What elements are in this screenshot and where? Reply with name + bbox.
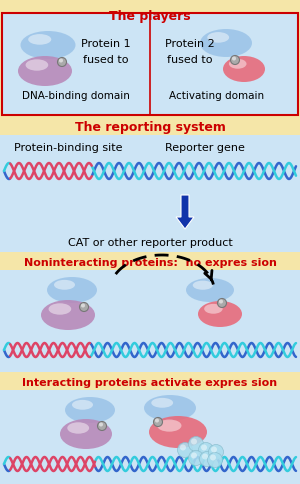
FancyBboxPatch shape	[0, 390, 300, 484]
Circle shape	[201, 445, 207, 451]
Ellipse shape	[229, 60, 247, 70]
FancyBboxPatch shape	[2, 14, 298, 116]
Ellipse shape	[157, 420, 182, 432]
Ellipse shape	[54, 280, 75, 290]
Ellipse shape	[28, 35, 51, 45]
Circle shape	[98, 422, 106, 431]
Text: Noninteracting proteins:  no expres sion: Noninteracting proteins: no expres sion	[24, 257, 276, 268]
Ellipse shape	[144, 395, 196, 421]
Ellipse shape	[193, 281, 213, 290]
Ellipse shape	[41, 301, 95, 330]
Circle shape	[99, 423, 103, 426]
Text: Reporter gene: Reporter gene	[165, 143, 245, 152]
Ellipse shape	[18, 57, 72, 87]
Ellipse shape	[49, 303, 71, 315]
Circle shape	[191, 439, 197, 445]
Text: fused to: fused to	[167, 55, 213, 65]
FancyBboxPatch shape	[0, 372, 300, 484]
Circle shape	[58, 59, 67, 67]
Text: Protein-binding site: Protein-binding site	[14, 143, 122, 152]
Ellipse shape	[149, 416, 207, 448]
Text: Protein 2: Protein 2	[165, 39, 215, 49]
Circle shape	[232, 58, 236, 61]
Ellipse shape	[47, 277, 97, 303]
Circle shape	[188, 437, 203, 452]
Ellipse shape	[67, 423, 89, 434]
Circle shape	[180, 445, 186, 451]
FancyBboxPatch shape	[0, 0, 300, 118]
Ellipse shape	[204, 304, 223, 314]
Ellipse shape	[207, 33, 229, 44]
Text: CAT or other reporter product: CAT or other reporter product	[68, 238, 232, 247]
Text: Protein 1: Protein 1	[81, 39, 131, 49]
Circle shape	[218, 299, 226, 308]
Circle shape	[200, 452, 214, 467]
Circle shape	[188, 451, 203, 466]
Text: DNA-binding domain: DNA-binding domain	[22, 91, 130, 101]
Ellipse shape	[151, 398, 173, 408]
Circle shape	[230, 56, 239, 65]
Circle shape	[211, 447, 217, 453]
Text: Interacting proteins activate expres sion: Interacting proteins activate expres sio…	[22, 377, 278, 387]
Text: fused to: fused to	[83, 55, 129, 65]
Text: The reporting system: The reporting system	[75, 121, 225, 134]
Circle shape	[208, 453, 223, 468]
Text: Activating domain: Activating domain	[169, 91, 265, 101]
FancyArrow shape	[176, 196, 194, 229]
Circle shape	[210, 454, 216, 461]
Ellipse shape	[65, 397, 115, 423]
Ellipse shape	[26, 60, 48, 72]
Circle shape	[59, 60, 63, 63]
Circle shape	[191, 453, 197, 458]
Circle shape	[178, 442, 193, 457]
Circle shape	[208, 445, 224, 459]
Circle shape	[219, 300, 223, 304]
Circle shape	[202, 454, 208, 459]
Ellipse shape	[20, 32, 76, 60]
Ellipse shape	[200, 30, 252, 58]
FancyBboxPatch shape	[0, 253, 300, 372]
Ellipse shape	[198, 302, 242, 327]
Ellipse shape	[72, 400, 93, 410]
Circle shape	[199, 442, 214, 457]
Circle shape	[154, 418, 163, 426]
Circle shape	[80, 303, 88, 312]
Ellipse shape	[223, 57, 265, 83]
Text: The players: The players	[109, 10, 191, 23]
Circle shape	[155, 419, 159, 423]
Ellipse shape	[60, 419, 112, 449]
FancyBboxPatch shape	[0, 136, 300, 253]
Ellipse shape	[186, 278, 234, 302]
FancyBboxPatch shape	[0, 271, 300, 372]
FancyBboxPatch shape	[0, 118, 300, 253]
Circle shape	[81, 304, 85, 308]
